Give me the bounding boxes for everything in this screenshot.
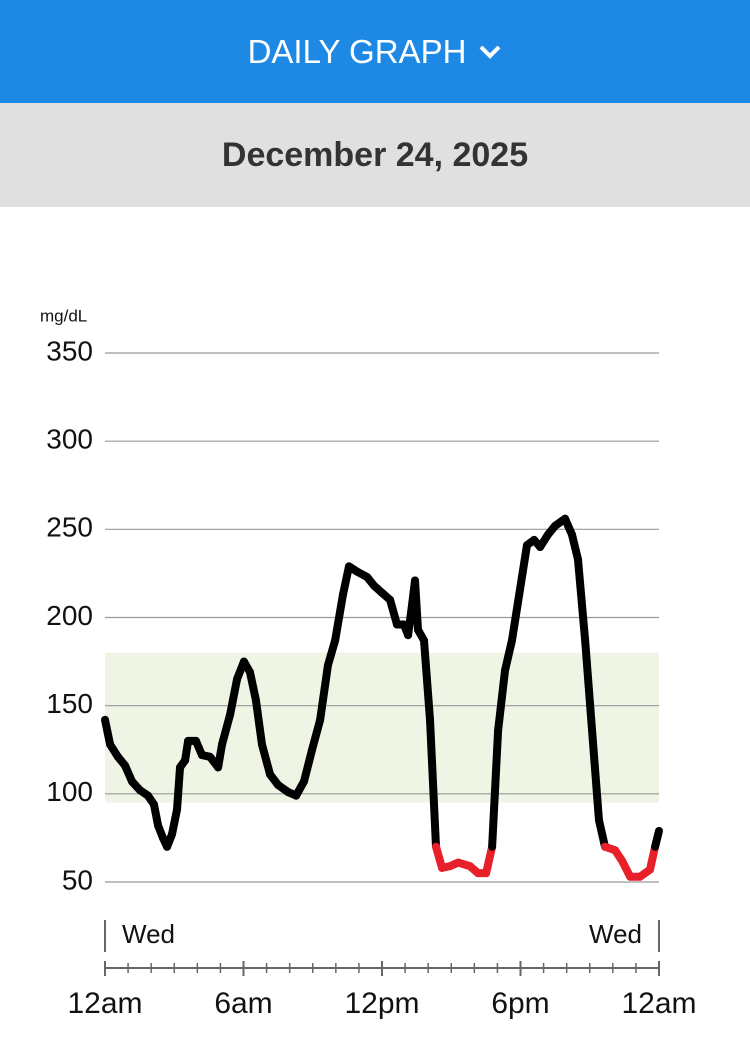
glucose-line: [197, 751, 215, 761]
x-tick-label: 6am: [214, 987, 272, 1020]
glucose-line: [257, 740, 275, 779]
y-unit: mg/dL: [40, 306, 87, 325]
glucose-line: [292, 777, 308, 800]
glucose-line: [316, 661, 332, 724]
glucose-line: [411, 576, 423, 634]
glucose-line: [588, 726, 603, 825]
glucose-line: [465, 862, 483, 878]
y-tick-label: 250: [46, 512, 93, 543]
glucose-line: [536, 530, 552, 551]
glucose-line: [299, 745, 317, 786]
glucose-line: [399, 620, 413, 640]
y-tick-label: 150: [46, 688, 93, 719]
x-tick-label: 12pm: [344, 987, 419, 1020]
chevron-icon[interactable]: [478, 44, 502, 60]
glucose-line: [507, 585, 525, 645]
glucose-line: [438, 862, 455, 872]
glucose-line: [567, 530, 582, 564]
glucose-line: [308, 715, 325, 754]
glucose-line: [446, 858, 463, 871]
glucose-line: [581, 636, 597, 735]
glucose-line: [344, 562, 362, 576]
glucose-line: [432, 842, 447, 872]
glucose-line: [173, 763, 185, 814]
glucose-line: [494, 666, 510, 735]
glucose-line: [420, 636, 435, 724]
glucose-line: [370, 581, 386, 597]
y-tick-label: 350: [46, 335, 93, 366]
y-tick-label: 300: [46, 424, 93, 455]
glucose-line: [573, 555, 590, 645]
glucose-line: [600, 842, 620, 855]
glucose-line: [149, 800, 163, 830]
glucose-line: [158, 833, 172, 851]
glucose-line: [323, 636, 340, 670]
glucose-line: [516, 541, 531, 594]
day-label: Wed: [122, 919, 175, 949]
glucose-line: [181, 736, 193, 765]
glucose-line: [251, 696, 266, 749]
glucose-line: [121, 761, 137, 786]
glucose-line: [482, 842, 497, 878]
glucose-line: [214, 740, 227, 772]
glucose-line: [530, 535, 545, 551]
glucose-line: [426, 715, 441, 851]
glucose-line: [266, 770, 283, 790]
glucose-line: [611, 846, 627, 865]
glucose-line: [501, 636, 516, 675]
glucose-line: [338, 562, 353, 599]
glucose-line: [167, 805, 182, 839]
glucose-line: [284, 788, 301, 800]
glucose-line: [404, 601, 417, 640]
glucose-line: [245, 668, 260, 705]
glucose-line: [522, 535, 539, 550]
target-range: [105, 652, 659, 803]
glucose-line: [645, 842, 660, 874]
date-label: December 24, 2025: [221, 135, 529, 174]
glucose-line: [143, 791, 158, 809]
glucose-line: [136, 786, 152, 800]
glucose-line: [331, 590, 347, 645]
x-tick-label: 6pm: [491, 987, 549, 1020]
glucose-line: [226, 675, 242, 719]
y-tick-label: 200: [46, 600, 93, 631]
day-label: Wed: [589, 919, 642, 949]
glucose-line: [206, 752, 223, 772]
glucose-line: [386, 595, 402, 629]
header-title[interactable]: DAILY GRAPH: [247, 32, 467, 70]
glucose-line: [106, 740, 122, 761]
glucose-line: [414, 625, 429, 645]
glucose-line: [176, 756, 190, 772]
glucose-line: [488, 726, 503, 851]
glucose-line: [113, 752, 130, 770]
glucose-line: [651, 826, 663, 851]
glucose-line: [636, 865, 654, 881]
glucose-line: [378, 588, 395, 604]
glucose-line: [551, 514, 570, 530]
glucose-line: [274, 781, 293, 797]
x-tick-label: 12am: [67, 987, 142, 1020]
glucose-line: [353, 567, 371, 581]
glucose-line: [128, 777, 145, 795]
glucose-line: [239, 657, 254, 677]
y-tick-label: 50: [62, 864, 93, 895]
glucose-line: [163, 830, 176, 851]
glucose-line: [362, 572, 379, 590]
x-tick-label: 12am: [621, 987, 696, 1020]
glucose-line: [233, 657, 248, 684]
glucose-line: [218, 710, 235, 749]
glucose-line: [561, 514, 576, 539]
date-bar: December 24, 2025: [0, 103, 750, 207]
glucose-line: [191, 736, 206, 760]
glucose-line: [618, 856, 635, 881]
glucose-line: [454, 858, 474, 871]
glucose-line: [594, 816, 609, 851]
y-tick-label: 100: [46, 776, 93, 807]
glucose-line: [543, 521, 560, 539]
glucose-line: [101, 715, 115, 749]
glucose-line: [154, 821, 167, 842]
header-bar[interactable]: DAILY GRAPH: [0, 0, 750, 103]
glucose-line: [408, 576, 420, 610]
